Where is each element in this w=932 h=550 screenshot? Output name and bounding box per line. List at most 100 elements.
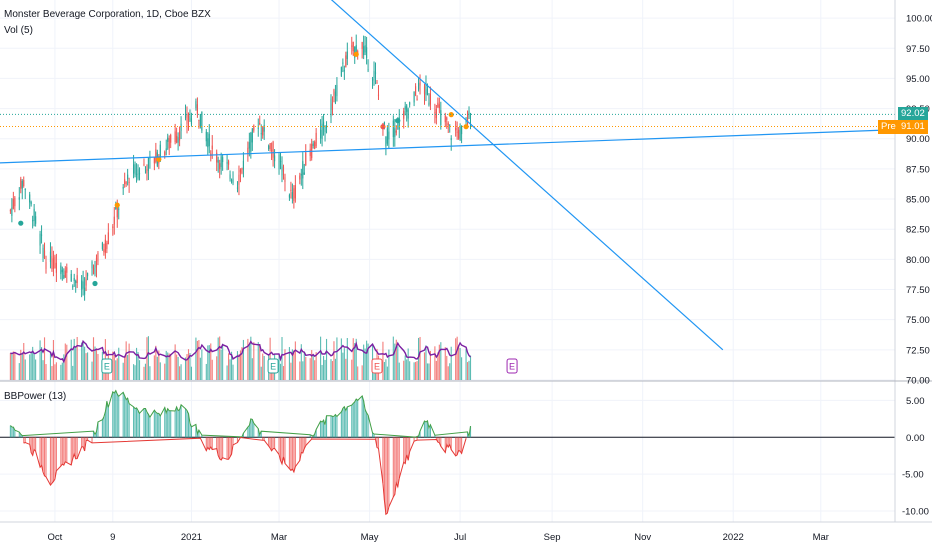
volume-bar [168, 353, 170, 380]
candle-body [133, 164, 135, 174]
candle-body [345, 55, 347, 68]
candle-body [418, 83, 420, 90]
bbp-bar [128, 403, 130, 438]
candle-body [216, 152, 218, 163]
bbp-bar [300, 437, 302, 453]
bbp-bar [303, 437, 305, 449]
volume-bar [290, 362, 292, 380]
candle-body [33, 208, 35, 221]
volume-bar [435, 360, 437, 380]
candle-body [383, 122, 385, 125]
volume-bar [164, 363, 166, 380]
bbp-bar [66, 437, 68, 463]
bbp-bar [312, 436, 314, 438]
bbpower-pane [0, 389, 895, 516]
bbp-bar [125, 399, 127, 438]
candle-body [450, 138, 452, 141]
candle-body [75, 280, 77, 283]
volume-bar [340, 338, 342, 380]
bbp-tick-label: -5.00 [902, 470, 924, 481]
bbp-bar [137, 410, 139, 438]
volume-bar [291, 349, 293, 380]
bbp-bar [138, 413, 141, 438]
bbp-bar [63, 437, 65, 466]
candle-body [271, 149, 273, 151]
bbp-bar [82, 437, 84, 447]
volume-bar [187, 349, 190, 380]
bbp-bar [374, 437, 377, 440]
bbp-bar [250, 418, 252, 438]
candle-body [268, 145, 270, 150]
volume-bar [320, 336, 322, 380]
bbp-bar [247, 427, 249, 438]
bbp-bar [354, 401, 356, 438]
earnings-marker[interactable] [506, 358, 518, 374]
candle-body [321, 123, 323, 140]
y-tick-label: 70.00 [906, 376, 930, 387]
volume-bar [357, 366, 359, 380]
bbp-bar [127, 398, 129, 438]
candle-body [351, 45, 353, 47]
candle-body [429, 93, 431, 105]
candle-body [346, 51, 348, 59]
volume-bar [321, 364, 323, 380]
bbp-bar [43, 437, 46, 476]
bbp-bar [35, 437, 37, 452]
volume-legend: Vol (5) [4, 25, 33, 36]
candle-body [257, 127, 259, 129]
volume-bar [115, 360, 117, 380]
volume-bar [127, 354, 129, 380]
volume-bar [128, 343, 130, 380]
bbp-bar [278, 437, 280, 455]
candle-body [312, 143, 314, 146]
volume-bar [229, 359, 231, 380]
price-axis-bg [895, 0, 932, 550]
volume-bar [147, 336, 149, 380]
y-tick-label: 82.50 [906, 225, 930, 236]
earnings-marker[interactable] [371, 358, 383, 374]
bbp-bar [73, 437, 75, 454]
volume-bar [87, 352, 89, 380]
bbp-bar [324, 424, 326, 438]
earnings-marker[interactable] [101, 358, 113, 374]
bbp-bar [30, 437, 32, 453]
volume-bar [11, 354, 13, 380]
bbp-bar [269, 437, 271, 449]
volume-bar [281, 337, 283, 380]
volume-bar [392, 336, 394, 380]
candle-body [364, 45, 366, 53]
bbp-bar [395, 437, 397, 483]
bbp-bar [222, 437, 224, 458]
candle-body [198, 119, 200, 121]
volume-bar [124, 356, 126, 380]
candle-body [253, 125, 255, 131]
bbp-bar [94, 434, 96, 438]
bbp-bar [382, 437, 384, 484]
drawings[interactable] [0, 0, 895, 351]
bbp-bar [39, 437, 41, 468]
bbp-bar [314, 433, 316, 438]
bbp-bar [284, 437, 286, 464]
earnings-marker[interactable] [267, 358, 279, 374]
bbp-bar [373, 433, 375, 438]
candle-body [159, 144, 161, 162]
volume-bar [159, 362, 161, 380]
volume-bar [284, 349, 286, 380]
bbp-bar [386, 437, 388, 514]
bbp-bar [95, 431, 98, 438]
bbp-bar [469, 426, 472, 438]
volume-bar [428, 363, 430, 380]
volume-bar [260, 366, 262, 380]
candle-body [415, 86, 417, 95]
bbp-bar [282, 437, 285, 457]
volume-bar [112, 351, 114, 380]
volume-bar [425, 345, 427, 380]
bbp-bar [60, 437, 62, 467]
x-tick-label: Mar [813, 532, 829, 543]
bbp-bar [24, 437, 26, 443]
volume-bar [303, 352, 305, 380]
volume-bar [386, 366, 388, 380]
volume-bar [198, 340, 200, 380]
